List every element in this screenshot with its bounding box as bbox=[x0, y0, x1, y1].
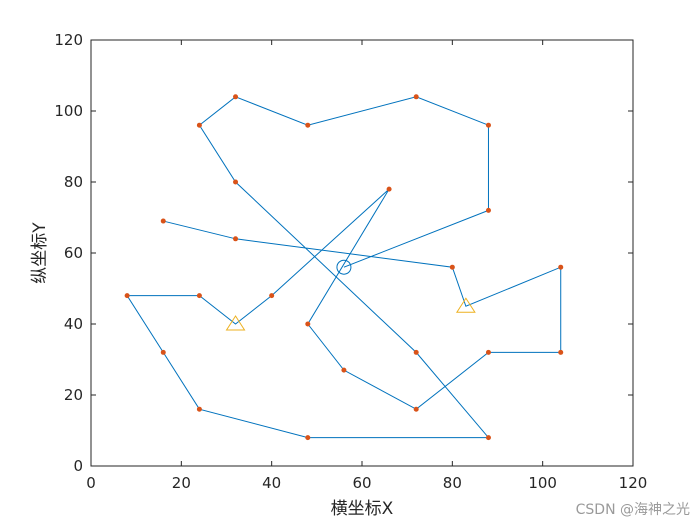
customer-point bbox=[305, 435, 311, 441]
customer-point bbox=[558, 264, 564, 270]
x-tick-label: 120 bbox=[619, 474, 648, 492]
customer-point bbox=[485, 349, 491, 355]
y-tick-label: 120 bbox=[54, 31, 83, 49]
y-axis-label: 纵坐标Y bbox=[30, 222, 50, 284]
station-point bbox=[225, 315, 246, 331]
customer-point bbox=[196, 122, 202, 128]
x-tick-label: 100 bbox=[528, 474, 557, 492]
y-tick-label: 80 bbox=[64, 173, 83, 191]
station-point bbox=[455, 297, 476, 313]
customer-point bbox=[485, 435, 491, 441]
customer-point bbox=[485, 122, 491, 128]
y-tick-label: 40 bbox=[64, 315, 83, 333]
x-tick-label: 60 bbox=[352, 474, 371, 492]
customer-point bbox=[233, 236, 239, 242]
customer-point bbox=[233, 94, 239, 100]
y-tick-label: 100 bbox=[54, 102, 83, 120]
customer-point bbox=[386, 186, 392, 192]
customer-point bbox=[305, 321, 311, 327]
watermark: CSDN @海神之光 bbox=[576, 502, 690, 518]
y-tick-label: 20 bbox=[64, 386, 83, 404]
customer-point bbox=[413, 94, 419, 100]
route-line bbox=[126, 96, 562, 439]
x-tick-label: 80 bbox=[443, 474, 462, 492]
customer-point bbox=[160, 218, 166, 224]
customer-point bbox=[196, 293, 202, 299]
x-tick-label: 20 bbox=[172, 474, 191, 492]
customer-point bbox=[160, 349, 166, 355]
x-axis-label: 横坐标X bbox=[331, 499, 394, 519]
customer-point bbox=[558, 349, 564, 355]
y-tick-label: 0 bbox=[73, 457, 83, 475]
customer-point bbox=[305, 122, 311, 128]
customer-point bbox=[449, 264, 455, 270]
customer-point bbox=[124, 293, 130, 299]
x-tick-label: 40 bbox=[262, 474, 281, 492]
plot-area bbox=[90, 39, 634, 467]
customer-point bbox=[341, 367, 347, 373]
customer-point bbox=[196, 406, 202, 412]
depot-point bbox=[336, 259, 352, 275]
customer-point bbox=[413, 406, 419, 412]
x-tick-label: 0 bbox=[86, 474, 96, 492]
customer-point bbox=[413, 349, 419, 355]
customer-point bbox=[269, 293, 275, 299]
y-tick-label: 60 bbox=[64, 244, 83, 262]
customer-point bbox=[485, 207, 491, 213]
customer-point bbox=[233, 179, 239, 185]
